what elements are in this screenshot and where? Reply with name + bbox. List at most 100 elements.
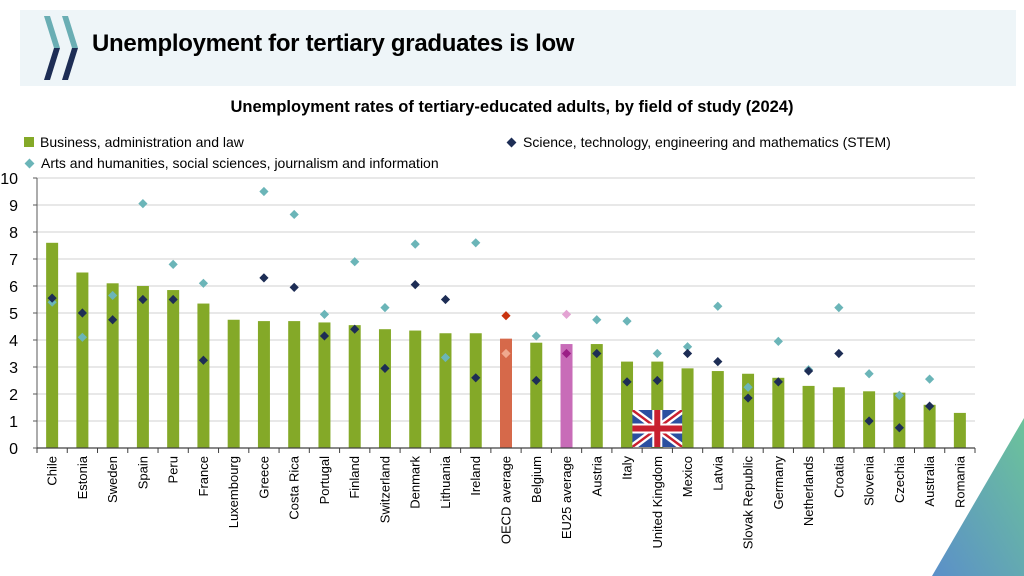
arts-point-germany: [773, 336, 783, 346]
bar-luxembourg: [227, 319, 240, 448]
stem-point-france: [198, 355, 209, 365]
stem-point-peru: [168, 294, 178, 305]
y-tick-label: 0: [9, 441, 18, 458]
bar-france: [197, 303, 210, 448]
arts-point-costa-rica: [289, 209, 299, 220]
stem-point-spain: [138, 294, 148, 305]
stem-point-slovak-republic: [743, 393, 753, 403]
arts-point-spain: [138, 199, 148, 209]
bar-peru: [167, 290, 180, 448]
x-tick-label: EU25 average: [559, 456, 574, 539]
legend-square-icon: [24, 137, 34, 147]
stem-point-slovenia: [864, 416, 874, 426]
legend-label-business: Business, administration and law: [40, 134, 244, 150]
bar-belgium: [530, 342, 543, 448]
stem-point-croatia: [834, 348, 844, 359]
bar-chile: [46, 242, 59, 448]
arts-point-italy: [622, 316, 632, 326]
x-tick-label: Costa Rica: [287, 455, 302, 519]
stem-point-austria: [592, 348, 602, 359]
stem-point-mexico: [682, 348, 693, 359]
stem-point-sweden: [108, 315, 118, 325]
x-tick-label: Lithuania: [438, 455, 453, 509]
x-tick-label: Peru: [166, 456, 181, 483]
legend-item-stem: Science, technology, engineering and mat…: [506, 134, 891, 150]
arts-point-united-kingdom: [652, 348, 662, 359]
chart-title: Unemployment rates of tertiary-educated …: [230, 98, 794, 116]
y-tick-label: 2: [9, 387, 18, 404]
title-banner: [20, 10, 1016, 86]
bar-estonia: [76, 272, 89, 448]
y-tick-label: 5: [9, 306, 18, 323]
stem-point-estonia: [77, 308, 87, 318]
stem-point-lithuania: [440, 294, 451, 305]
x-tick-label: Denmark: [408, 456, 423, 509]
arts-point-greece: [259, 186, 269, 197]
x-tick-label: Switzerland: [377, 456, 392, 523]
stem-point-finland: [350, 324, 360, 334]
y-tick-label: 9: [9, 198, 18, 215]
x-tick-label: Slovak Republic: [741, 456, 756, 550]
arts-point-austria: [592, 315, 602, 325]
arts-point-slovak-republic: [743, 382, 753, 392]
stem-point-australia: [925, 401, 935, 411]
x-tick-label: Luxembourg: [226, 456, 241, 528]
x-tick-label: Slovenia: [862, 455, 877, 506]
bar-finland: [348, 325, 361, 448]
y-tick-label: 7: [9, 252, 18, 269]
bar-denmark: [409, 330, 422, 448]
arts-point-mexico: [682, 342, 693, 352]
arts-point-ireland: [471, 238, 481, 248]
stem-point-ireland: [471, 373, 481, 383]
stem-point-germany: [773, 377, 783, 387]
x-tick-label: Finland: [347, 456, 362, 499]
bar-italy: [621, 361, 634, 448]
bar-spain: [136, 286, 149, 448]
bar-netherlands: [802, 385, 815, 448]
y-tick-label: 4: [9, 333, 18, 350]
x-tick-label: Australia: [922, 455, 937, 506]
arts-point-france: [198, 278, 209, 288]
bar-sweden: [106, 283, 119, 448]
arts-point-peru: [168, 259, 178, 269]
bar-austria: [590, 344, 603, 448]
legend-label-arts: Arts and humanities, social sciences, jo…: [41, 155, 439, 171]
stem-point-costa-rica: [289, 282, 299, 292]
y-tick-label: 10: [0, 171, 18, 188]
x-tick-label: Ireland: [468, 456, 483, 496]
bar-switzerland: [378, 329, 391, 448]
bar-ireland: [469, 333, 482, 448]
legend-label-stem: Science, technology, engineering and mat…: [523, 134, 891, 150]
stem-point-oecd-average: [501, 311, 511, 321]
x-tick-label: France: [196, 456, 211, 496]
arts-point-switzerland: [380, 303, 390, 313]
arts-point-australia: [925, 374, 935, 384]
bar-latvia: [711, 371, 724, 448]
corner-decoration: [932, 418, 1024, 576]
x-tick-label: Czechia: [892, 455, 907, 503]
bar-slovak-republic: [742, 373, 755, 448]
stem-point-switzerland: [380, 363, 390, 373]
x-tick-label: Italy: [620, 456, 635, 480]
stem-point-greece: [259, 273, 269, 283]
bar-australia: [923, 404, 936, 448]
x-tick-label: Belgium: [529, 456, 544, 503]
x-tick-label: Croatia: [831, 455, 846, 498]
bar-czechia: [893, 392, 906, 448]
x-tick-label: Netherlands: [801, 456, 816, 527]
arts-point-denmark: [410, 239, 420, 249]
arts-point-croatia: [834, 303, 844, 313]
page-title: Unemployment for tertiary graduates is l…: [92, 30, 575, 57]
stem-point-netherlands: [803, 366, 814, 376]
y-tick-label: 6: [9, 279, 18, 296]
bar-mexico: [681, 368, 694, 448]
stem-point-italy: [622, 377, 632, 387]
bar-costa-rica: [288, 321, 301, 448]
bar-portugal: [318, 322, 331, 448]
x-tick-label: Chile: [45, 456, 60, 486]
x-tick-label: Latvia: [710, 455, 725, 490]
x-tick-label: Austria: [589, 455, 604, 496]
uk-flag-icon: [632, 410, 683, 447]
stem-point-chile: [47, 293, 57, 303]
